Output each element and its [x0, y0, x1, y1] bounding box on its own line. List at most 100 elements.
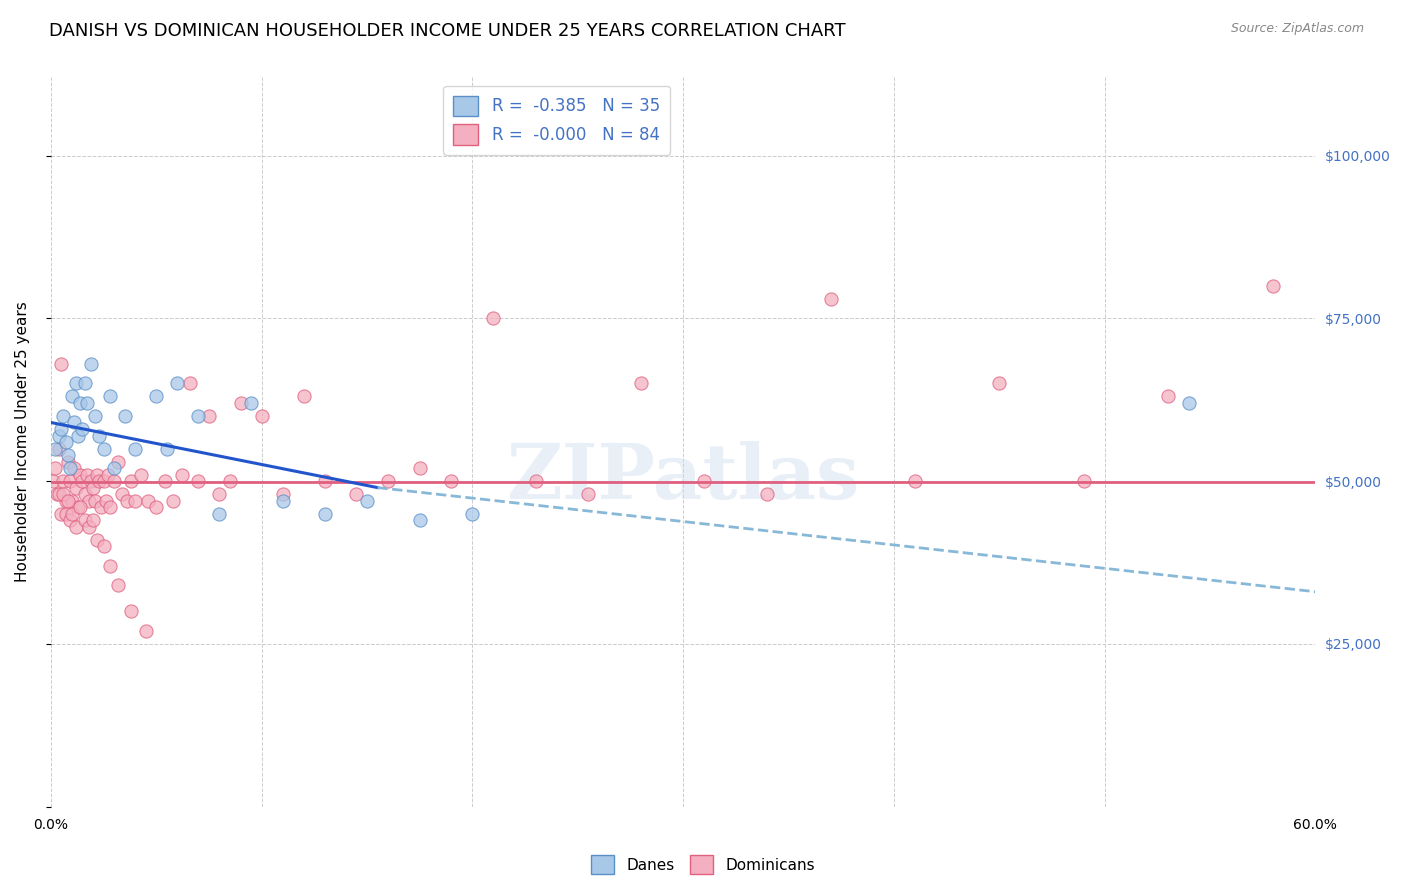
Point: [73, 376, 96, 391]
Point: [94, 493, 117, 508]
Point: [56, 448, 79, 462]
Point: [153, 474, 176, 488]
Point: [988, 376, 1011, 391]
Point: [69, 500, 91, 515]
Point: [76, 467, 98, 482]
Y-axis label: Householder Income Under 25 years: Householder Income Under 25 years: [15, 301, 30, 582]
Point: [120, 474, 142, 488]
Point: [219, 474, 242, 488]
Point: [55, 507, 77, 521]
Point: [46, 487, 69, 501]
Point: [292, 389, 315, 403]
Point: [314, 507, 336, 521]
Point: [48, 428, 70, 442]
Point: [73, 513, 96, 527]
Point: [67, 428, 90, 442]
Point: [73, 487, 96, 501]
Point: [82, 481, 104, 495]
Point: [630, 376, 652, 391]
Point: [55, 493, 77, 508]
Point: [904, 474, 927, 488]
Point: [72, 422, 94, 436]
Point: [250, 409, 273, 423]
Point: [59, 461, 82, 475]
Point: [82, 513, 104, 527]
Point: [51, 357, 73, 371]
Point: [44, 442, 66, 456]
Text: DANISH VS DOMINICAN HOUSEHOLDER INCOME UNDER 25 YEARS CORRELATION CHART: DANISH VS DOMINICAN HOUSEHOLDER INCOME U…: [49, 22, 846, 40]
Point: [107, 454, 129, 468]
Point: [52, 487, 75, 501]
Point: [229, 396, 252, 410]
Point: [55, 435, 77, 450]
Point: [208, 487, 231, 501]
Point: [89, 474, 111, 488]
Point: [98, 558, 121, 573]
Point: [1178, 396, 1201, 410]
Point: [145, 389, 167, 403]
Point: [377, 474, 399, 488]
Point: [187, 474, 209, 488]
Point: [136, 493, 159, 508]
Point: [98, 500, 121, 515]
Point: [65, 481, 87, 495]
Point: [314, 474, 336, 488]
Point: [98, 389, 121, 403]
Point: [89, 428, 111, 442]
Point: [77, 493, 100, 508]
Point: [65, 376, 87, 391]
Point: [107, 578, 129, 592]
Point: [76, 396, 98, 410]
Point: [52, 474, 75, 488]
Point: [166, 376, 188, 391]
Point: [97, 467, 120, 482]
Point: [576, 487, 599, 501]
Point: [80, 357, 103, 371]
Point: [51, 507, 73, 521]
Point: [346, 487, 368, 501]
Point: [156, 442, 179, 456]
Point: [131, 467, 153, 482]
Legend: R =  -0.385   N = 35, R =  -0.000   N = 84: R = -0.385 N = 35, R = -0.000 N = 84: [443, 86, 669, 155]
Point: [120, 604, 142, 618]
Point: [44, 461, 66, 475]
Point: [124, 442, 146, 456]
Point: [482, 311, 505, 326]
Point: [60, 493, 83, 508]
Point: [820, 292, 842, 306]
Point: [48, 442, 70, 456]
Point: [271, 487, 294, 501]
Point: [80, 474, 103, 488]
Point: [198, 409, 221, 423]
Point: [111, 487, 134, 501]
Point: [69, 396, 91, 410]
Point: [1073, 474, 1095, 488]
Point: [440, 474, 463, 488]
Point: [63, 416, 86, 430]
Point: [90, 500, 112, 515]
Point: [162, 493, 184, 508]
Point: [145, 500, 167, 515]
Point: [461, 507, 484, 521]
Point: [408, 461, 430, 475]
Point: [693, 474, 716, 488]
Point: [60, 389, 83, 403]
Point: [93, 442, 115, 456]
Point: [69, 467, 91, 482]
Point: [86, 533, 108, 547]
Point: [756, 487, 779, 501]
Point: [103, 474, 125, 488]
Point: [52, 409, 75, 423]
Point: [114, 409, 136, 423]
Point: [48, 487, 70, 501]
Point: [271, 493, 294, 508]
Point: [408, 513, 430, 527]
Text: ZIPatlas: ZIPatlas: [506, 442, 859, 516]
Point: [59, 474, 82, 488]
Point: [65, 519, 87, 533]
Point: [56, 493, 79, 508]
Text: Source: ZipAtlas.com: Source: ZipAtlas.com: [1230, 22, 1364, 36]
Point: [179, 376, 201, 391]
Point: [72, 474, 94, 488]
Point: [84, 409, 107, 423]
